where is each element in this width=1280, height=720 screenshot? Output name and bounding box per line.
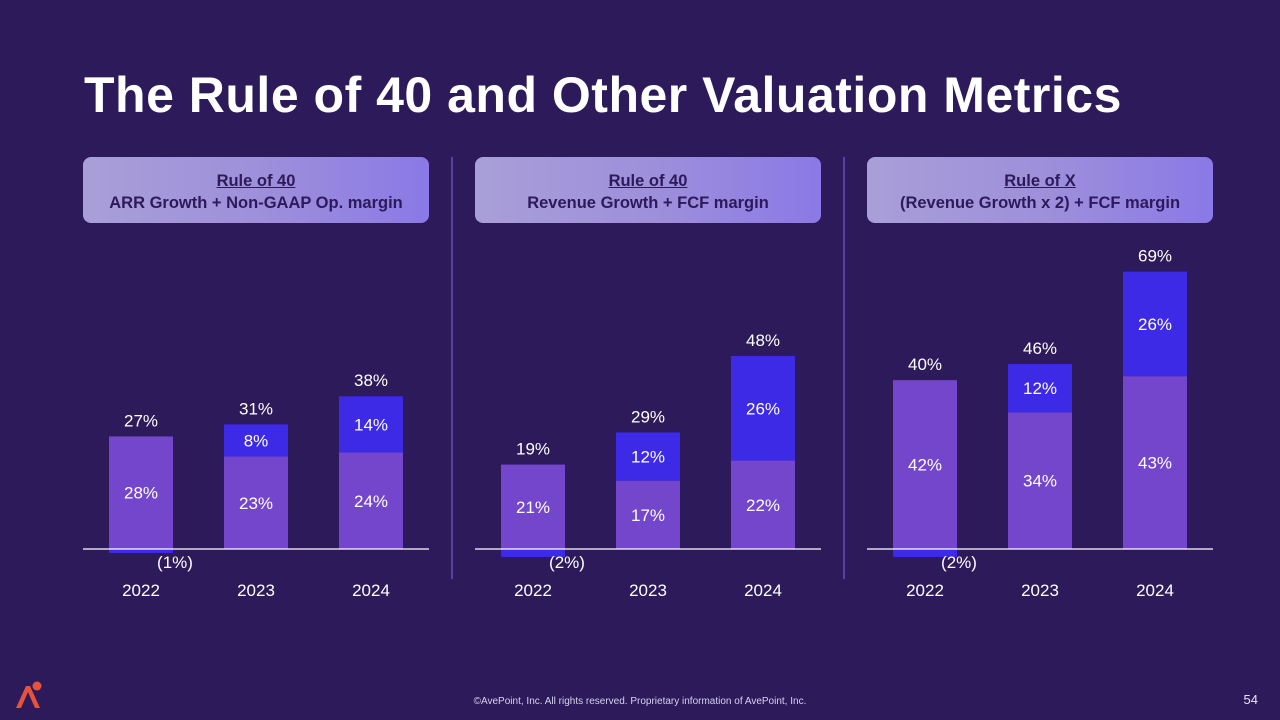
data-label-total-2022: 40% — [908, 355, 942, 374]
data-label-top-2024: 26% — [1138, 315, 1172, 334]
bar-top-2024 — [1123, 271, 1187, 377]
chart-title-1: Rule of 40 — [216, 172, 296, 190]
bar-top-2023 — [224, 424, 288, 457]
data-label-top-2023: 8% — [244, 431, 269, 450]
chart-header-3: Rule of X (Revenue Growth x 2) + FCF mar… — [867, 157, 1213, 223]
data-label-total-2022: 27% — [124, 411, 158, 430]
stacked-bar-chart-1: (1%) 28% 27% 2022 8% 23% 31% 2023 14% 24% 38% 2024 — [83, 371, 429, 600]
data-label-base-2022: 42% — [908, 456, 942, 475]
data-label-total-2023: 46% — [1023, 339, 1057, 358]
chart-header-2: Rule of 40 Revenue Growth + FCF margin — [475, 157, 821, 223]
x-tick-label-2024: 2024 — [744, 581, 782, 600]
chart-subtitle-3: (Revenue Growth x 2) + FCF margin — [899, 194, 1181, 212]
data-label-total-2024: 69% — [1138, 247, 1172, 266]
bar-base-2024 — [731, 460, 795, 549]
data-label-total-2024: 48% — [746, 331, 780, 350]
data-label-base-2024: 22% — [746, 496, 780, 515]
chart-panel-3: Rule of X (Revenue Growth x 2) + FCF mar… — [867, 157, 1213, 600]
chart-panel-1: Rule of 40 ARR Growth + Non-GAAP Op. mar… — [83, 157, 429, 600]
data-label-total-2023: 31% — [239, 399, 273, 418]
bar-base-2024 — [339, 452, 403, 549]
x-tick-label-2022: 2022 — [906, 581, 944, 600]
bar-negative-2022 — [893, 549, 957, 558]
data-label-top-2024: 26% — [746, 399, 780, 418]
bar-base-2022 — [501, 464, 565, 549]
bar-negative-2022 — [109, 549, 173, 554]
bar-top-2023 — [1008, 364, 1072, 413]
data-label-base-2023: 17% — [631, 506, 665, 525]
chart-subtitle-2: Revenue Growth + FCF margin — [527, 194, 769, 212]
bar-top-2024 — [339, 396, 403, 453]
chart-panel-2: Rule of 40 Revenue Growth + FCF margin (… — [475, 157, 821, 600]
bar-base-2023 — [1008, 412, 1072, 549]
data-label-base-2023: 34% — [1023, 472, 1057, 491]
data-label-top-2023: 12% — [1023, 379, 1057, 398]
x-tick-label-2024: 2024 — [352, 581, 390, 600]
data-label-negative-2022: (2%) — [549, 553, 585, 572]
footer-copyright: ©AvePoint, Inc. All rights reserved. Pro… — [473, 696, 807, 707]
bar-base-2022 — [893, 380, 957, 549]
chart-title-2: Rule of 40 — [608, 172, 688, 190]
data-label-base-2024: 43% — [1138, 454, 1172, 473]
x-tick-label-2023: 2023 — [237, 581, 275, 600]
chart-title-3: Rule of X — [1004, 172, 1076, 190]
x-tick-label-2022: 2022 — [122, 581, 160, 600]
panel-divider-2 — [843, 157, 845, 579]
x-tick-label-2022: 2022 — [514, 581, 552, 600]
data-label-base-2022: 21% — [516, 498, 550, 517]
panel-divider-1 — [451, 157, 453, 579]
data-label-negative-2022: (2%) — [941, 553, 977, 572]
data-label-base-2023: 23% — [239, 494, 273, 513]
data-label-base-2024: 24% — [354, 492, 388, 511]
chart-subtitle-1: ARR Growth + Non-GAAP Op. margin — [109, 194, 403, 212]
x-tick-label-2023: 2023 — [629, 581, 667, 600]
bar-base-2023 — [616, 480, 680, 549]
data-label-total-2023: 29% — [631, 407, 665, 426]
bar-base-2024 — [1123, 376, 1187, 549]
bar-top-2023 — [616, 432, 680, 481]
slide-title: The Rule of 40 and Other Valuation Metri… — [84, 67, 1122, 123]
bar-negative-2022 — [501, 549, 565, 558]
data-label-total-2022: 19% — [516, 440, 550, 459]
data-label-top-2023: 12% — [631, 448, 665, 467]
stacked-bar-chart-3: (2%) 42% 40% 2022 12% 34% 46% 2023 26% 43% 69% 2024 — [867, 247, 1213, 600]
stacked-bar-chart-2: (2%) 21% 19% 2022 12% 17% 29% 2023 26% 22% 48% 2024 — [475, 331, 821, 600]
x-tick-label-2024: 2024 — [1136, 581, 1174, 600]
bar-base-2022 — [109, 436, 173, 549]
data-label-base-2022: 28% — [124, 484, 158, 503]
avepoint-logo-icon — [16, 681, 42, 708]
data-label-negative-2022: (1%) — [157, 553, 193, 572]
x-tick-label-2023: 2023 — [1021, 581, 1059, 600]
page-number: 54 — [1243, 692, 1258, 707]
bar-top-2024 — [731, 356, 795, 461]
data-label-top-2024: 14% — [354, 415, 388, 434]
chart-header-1: Rule of 40 ARR Growth + Non-GAAP Op. mar… — [83, 157, 429, 223]
bar-base-2023 — [224, 456, 288, 549]
data-label-total-2024: 38% — [354, 371, 388, 390]
